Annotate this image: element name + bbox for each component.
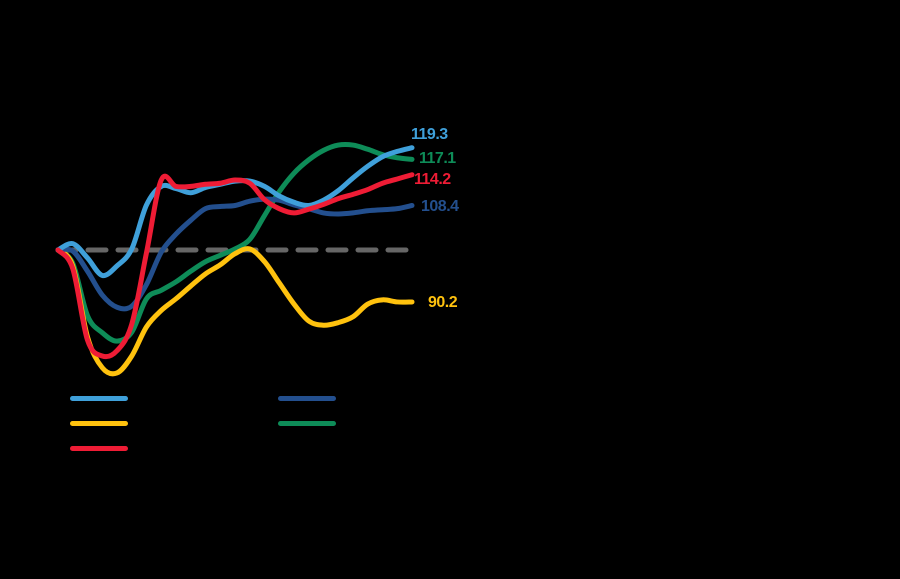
series-line bbox=[55, 196, 415, 312]
end-label-light-blue: 119.3 bbox=[411, 126, 448, 143]
legend-swatch-dark-blue bbox=[278, 396, 336, 401]
legend-swatch-light-blue bbox=[70, 396, 128, 401]
series-line bbox=[55, 246, 415, 377]
legend-swatch-yellow bbox=[70, 421, 128, 426]
end-label-red: 114.2 bbox=[414, 171, 451, 188]
series-line bbox=[55, 172, 415, 360]
series-line bbox=[55, 141, 415, 344]
end-label-dark-blue: 108.4 bbox=[421, 198, 459, 215]
legend-swatch-green bbox=[278, 421, 336, 426]
legend-swatch-red bbox=[70, 446, 128, 451]
end-label-green: 117.1 bbox=[419, 150, 456, 167]
end-label-yellow: 90.2 bbox=[428, 294, 458, 311]
series-lines bbox=[55, 141, 415, 377]
